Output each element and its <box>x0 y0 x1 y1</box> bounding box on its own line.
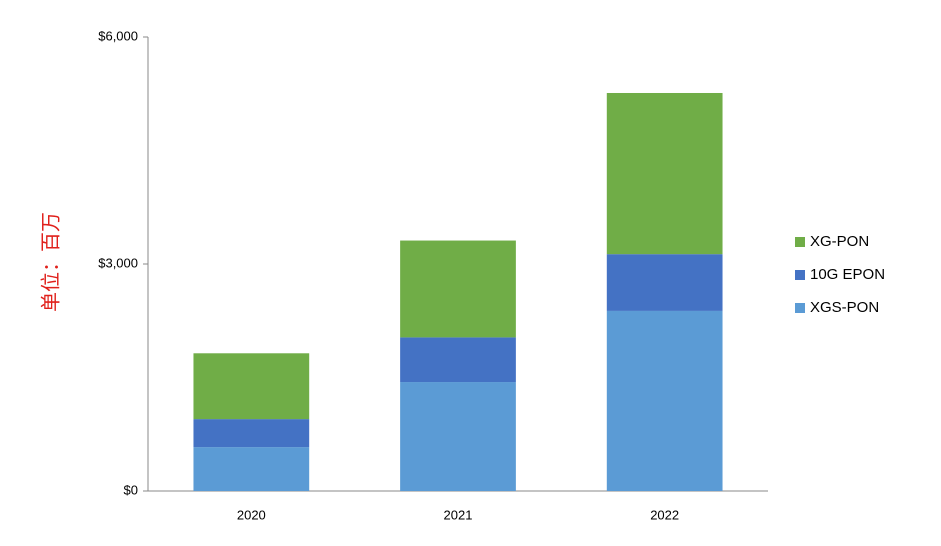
x-tick-label: 2021 <box>444 507 473 522</box>
bar-segment <box>193 419 310 448</box>
x-tick-label: 2022 <box>650 507 679 522</box>
legend-swatch <box>795 303 805 313</box>
bar-segment <box>606 92 723 255</box>
legend-swatch <box>795 237 805 247</box>
y-tick-label: $6,000 <box>98 28 138 43</box>
bar-segment <box>400 337 516 383</box>
bar-segment <box>606 310 723 491</box>
bar-segment <box>193 447 310 491</box>
legend-label: XGS-PON <box>810 299 879 316</box>
legend-label: 10G EPON <box>810 266 885 283</box>
y-axis-label: 单位：百万 <box>39 212 63 312</box>
x-tick-label: 2020 <box>237 507 266 522</box>
legend-swatch <box>795 270 805 280</box>
bar-segment <box>400 240 516 338</box>
y-tick-label: $3,000 <box>98 255 138 270</box>
bar-segment <box>193 353 310 420</box>
bar-segment <box>606 254 723 311</box>
bar-segment <box>400 382 516 491</box>
legend-label: XG-PON <box>810 233 869 250</box>
y-tick-label: $0 <box>124 482 138 497</box>
